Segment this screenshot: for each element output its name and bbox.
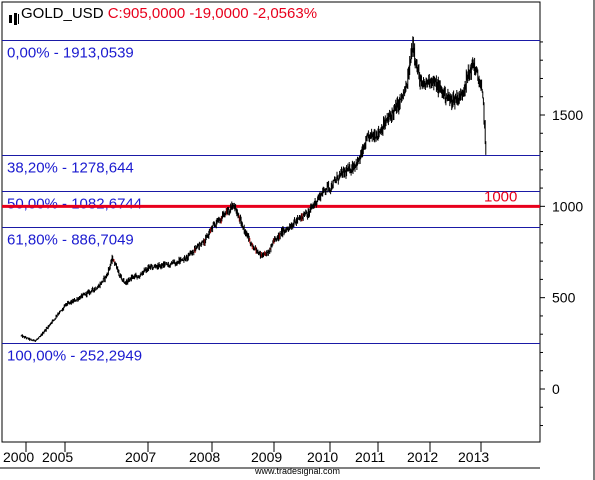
fib-label-3: 61,80% - 886,7049 — [7, 232, 134, 249]
x-tick-label-8: 2013 — [458, 449, 489, 465]
credit-watermark: www.tradesignal.com — [255, 466, 341, 476]
y-tick-label-1: 500 — [552, 290, 576, 306]
plot-border — [1, 1, 541, 443]
fib-label-4: 100,00% - 252,2949 — [7, 348, 142, 365]
chart-header: GOLD_USD C:905,0000 -19,0000 -2,0563% — [3, 5, 318, 25]
fib-label-0: 0,00% - 1913,0539 — [7, 45, 134, 62]
fib-label-1: 38,20% - 1278,644 — [7, 160, 134, 177]
x-tick-label-1: 2005 — [42, 449, 73, 465]
x-tick-label-0: 2000 — [3, 449, 34, 465]
price-series — [20, 36, 487, 342]
quote-label: C:905,0000 -19,0000 -2,0563% — [107, 5, 318, 22]
x-tick-label-4: 2009 — [251, 449, 282, 465]
support-label: 1000 — [484, 188, 517, 205]
x-tick-label-2: 2007 — [125, 449, 156, 465]
fib-label-2: 50,00% - 1082,6744 — [7, 196, 142, 213]
x-tick-label-5: 2010 — [307, 449, 338, 465]
x-tick-label-6: 2011 — [355, 449, 385, 465]
y-tick-label-2: 1000 — [552, 198, 583, 214]
x-tick-label-3: 2008 — [189, 449, 220, 465]
instrument-icon — [8, 12, 22, 26]
y-tick-label-0: 0 — [552, 381, 560, 397]
symbol-label: GOLD_USD — [21, 5, 104, 22]
y-tick-label-3: 1500 — [552, 107, 583, 123]
x-tick-label-7: 2012 — [407, 449, 438, 465]
